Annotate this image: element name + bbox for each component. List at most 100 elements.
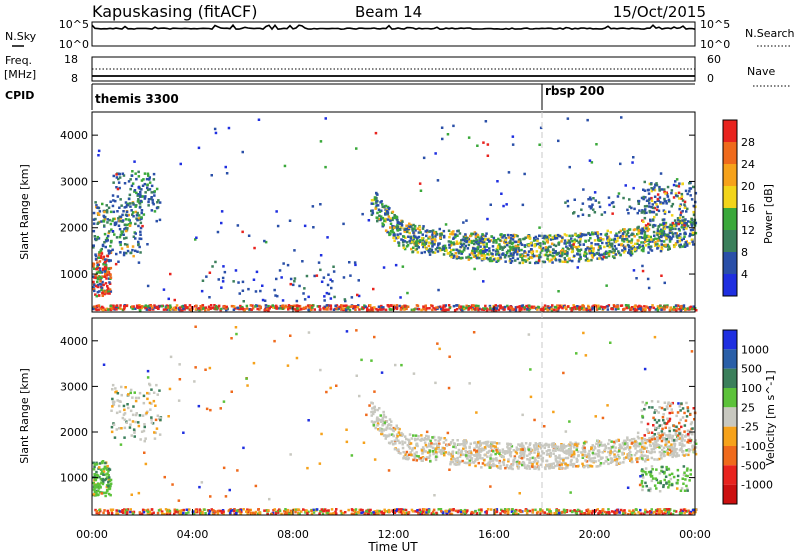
heatmap-cell — [509, 454, 513, 458]
heatmap-cell — [109, 222, 113, 226]
heatmap-cell — [198, 508, 201, 511]
heatmap-cell — [264, 240, 268, 244]
heatmap-cell — [376, 204, 380, 207]
heatmap-cell — [378, 217, 381, 221]
heatmap-cell — [387, 215, 391, 218]
heatmap-cell — [209, 307, 212, 310]
heatmap-cell — [339, 307, 342, 311]
heatmap-cell — [538, 246, 541, 249]
heatmap-cell — [400, 226, 403, 229]
heatmap-cell — [265, 307, 269, 311]
heatmap-cell — [138, 414, 142, 417]
heatmap-cell — [433, 451, 436, 455]
heatmap-cell — [562, 443, 566, 447]
heatmap-cell — [623, 247, 627, 251]
heatmap-cell — [472, 304, 475, 307]
heatmap-cell — [599, 441, 603, 444]
heatmap-cell — [517, 509, 521, 512]
heatmap-cell — [225, 308, 228, 312]
heatmap-cell — [668, 200, 671, 203]
heatmap-cell — [93, 475, 97, 478]
heatmap-cell — [419, 456, 422, 460]
heatmap-cell — [465, 306, 468, 310]
heatmap-cell — [652, 306, 656, 310]
heatmap-cell — [602, 444, 605, 447]
heatmap-cell — [107, 277, 111, 280]
heatmap-cell — [545, 450, 548, 453]
heatmap-cell — [112, 181, 115, 184]
heatmap-cell — [118, 215, 121, 219]
heatmap-cell — [551, 261, 554, 264]
heatmap-cell — [273, 508, 276, 511]
heatmap-cell — [392, 231, 396, 235]
heatmap-cell — [382, 223, 385, 227]
heatmap-cell — [659, 454, 663, 457]
heatmap-cell — [147, 174, 150, 177]
heatmap-cell — [133, 431, 136, 434]
heatmap-cell — [134, 232, 137, 235]
heatmap-cell — [542, 308, 545, 312]
heatmap-cell — [318, 512, 321, 515]
heatmap-cell — [309, 304, 312, 308]
heatmap-cell — [485, 249, 489, 252]
heatmap-cell — [607, 462, 610, 466]
heatmap-cell — [431, 229, 435, 232]
heatmap-cell — [661, 229, 664, 232]
heatmap-cell — [620, 116, 623, 119]
heatmap-cell — [563, 250, 567, 253]
heatmap-cell — [371, 407, 374, 410]
heatmap-cell — [571, 306, 574, 310]
heatmap-cell — [462, 221, 465, 224]
heatmap-cell — [643, 180, 646, 184]
heatmap-cell — [611, 201, 615, 204]
heatmap-cell — [373, 306, 376, 309]
heatmap-cell — [129, 251, 132, 255]
heatmap-cell — [323, 299, 326, 302]
heatmap-cell — [657, 199, 661, 202]
heatmap-cell — [188, 508, 191, 511]
heatmap-cell — [416, 239, 419, 243]
heatmap-cell — [134, 249, 137, 253]
heatmap-cell — [320, 508, 323, 511]
heatmap-cell — [563, 239, 567, 242]
heatmap-cell — [646, 277, 650, 281]
heatmap-cell — [276, 224, 280, 228]
heatmap-cell — [113, 217, 117, 221]
heatmap-cell — [631, 161, 634, 164]
heatmap-cell — [480, 508, 483, 511]
heatmap-cell — [605, 250, 608, 253]
heatmap-cell — [658, 512, 661, 516]
heatmap-cell — [523, 244, 526, 247]
heatmap-cell — [586, 454, 590, 457]
heatmap-cell — [482, 240, 486, 244]
heatmap-cell — [421, 508, 425, 511]
heatmap-cell — [673, 245, 676, 249]
heatmap-cell — [614, 253, 617, 256]
heatmap-cell — [131, 413, 135, 417]
heatmap-cell — [499, 256, 502, 259]
heatmap-cell — [546, 240, 549, 243]
heatmap-cell — [107, 206, 111, 209]
heatmap-cell — [586, 308, 590, 312]
heatmap-cell — [550, 308, 554, 312]
heatmap-cell — [131, 201, 135, 205]
heatmap-cell — [533, 448, 537, 451]
heatmap-cell — [434, 235, 437, 238]
heatmap-cell — [137, 214, 141, 217]
heatmap-cell — [379, 215, 383, 218]
heatmap-cell — [298, 308, 301, 311]
heatmap-cell — [474, 254, 478, 257]
heatmap-cell — [641, 230, 644, 233]
heatmap-cell — [511, 508, 514, 511]
heatmap-cell — [353, 305, 357, 309]
heatmap-cell — [597, 512, 600, 515]
heatmap-cell — [409, 237, 413, 240]
heatmap-cell — [115, 176, 119, 179]
heatmap-cell — [623, 230, 626, 234]
heatmap-cell — [647, 251, 650, 254]
heatmap-cell — [102, 255, 106, 259]
heatmap-cell — [303, 298, 307, 301]
heatmap-cell — [484, 257, 487, 260]
heatmap-cell — [649, 219, 652, 223]
heatmap-cell — [449, 512, 452, 515]
